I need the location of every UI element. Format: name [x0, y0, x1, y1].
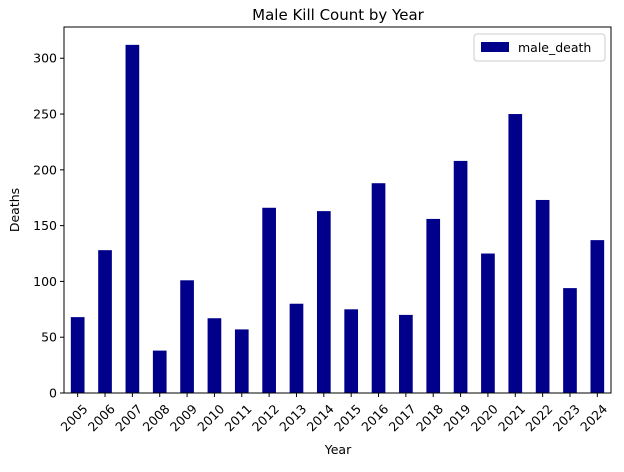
x-tick-label-2018: 2018 — [413, 401, 446, 434]
x-tick-label-2024: 2024 — [577, 401, 610, 434]
x-tick-label-2015: 2015 — [331, 401, 364, 434]
bar-2022 — [535, 199, 550, 393]
bar-2005 — [70, 317, 85, 393]
bars-layer — [70, 44, 605, 393]
x-tick-label-2013: 2013 — [276, 401, 309, 434]
bar-2014 — [316, 211, 331, 393]
x-axis-label: Year — [324, 442, 352, 457]
x-tick-label-2007: 2007 — [112, 401, 145, 434]
y-tick-label: 150 — [33, 218, 57, 233]
bar-2013 — [289, 303, 304, 393]
bar-2020 — [481, 253, 495, 393]
chart-title: Male Kill Count by Year — [252, 6, 424, 24]
y-tick-label: 200 — [33, 162, 57, 177]
bar-2011 — [234, 329, 249, 393]
x-tick-label-2022: 2022 — [522, 401, 555, 434]
y-axis: 0 50 100 150 200 250 300 — [33, 51, 64, 401]
x-tick-label-2020: 2020 — [468, 401, 501, 434]
y-tick-label: 0 — [49, 386, 57, 401]
x-tick-label-2021: 2021 — [495, 401, 528, 434]
legend: male_death — [473, 33, 606, 62]
x-tick-label-2010: 2010 — [194, 401, 227, 434]
y-tick-label: 300 — [33, 51, 57, 66]
legend-label-male-death: male_death — [518, 40, 591, 55]
plot-frame — [63, 26, 612, 394]
bar-2018 — [426, 218, 441, 393]
bar-2021 — [508, 114, 523, 393]
x-tick-label-2014: 2014 — [304, 401, 337, 434]
x-tick-label-2012: 2012 — [249, 401, 282, 434]
x-tick-label-2005: 2005 — [57, 401, 90, 434]
bar-2009 — [180, 280, 194, 393]
x-tick-label-2017: 2017 — [386, 401, 419, 434]
x-axis: 2005200620072008200920102011201220132014… — [57, 393, 610, 434]
y-axis-label: Deaths — [7, 188, 22, 232]
x-tick-label-2006: 2006 — [85, 401, 118, 434]
legend-swatch — [481, 42, 509, 52]
bar-2023 — [563, 288, 577, 393]
bar-2019 — [453, 160, 468, 393]
bar-2012 — [262, 207, 276, 393]
bar-2015 — [344, 309, 359, 393]
y-tick-label: 100 — [33, 274, 57, 289]
x-tick-label-2011: 2011 — [222, 401, 255, 434]
bar-2016 — [371, 183, 386, 393]
x-tick-label-2023: 2023 — [550, 401, 583, 434]
y-tick-label: 50 — [41, 330, 57, 345]
bar-2006 — [98, 250, 112, 393]
bar-2008 — [152, 350, 167, 393]
x-tick-label-2016: 2016 — [358, 401, 391, 434]
x-tick-label-2019: 2019 — [440, 401, 473, 434]
bar-2007 — [125, 44, 140, 393]
y-tick-label: 250 — [33, 107, 57, 122]
bar-2010 — [207, 318, 222, 393]
bar-2024 — [590, 240, 605, 393]
x-tick-label-2008: 2008 — [140, 401, 173, 434]
bar-2017 — [399, 314, 413, 393]
x-tick-label-2009: 2009 — [167, 401, 200, 434]
legend-frame — [473, 33, 606, 62]
